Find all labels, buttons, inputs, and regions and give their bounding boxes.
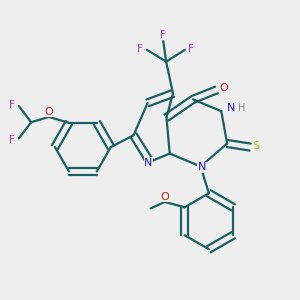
Text: F: F [137,44,143,54]
Text: O: O [219,82,228,93]
Text: F: F [9,100,15,110]
Text: F: F [9,135,15,145]
Text: F: F [188,44,194,54]
Text: S: S [252,142,260,152]
Text: N: N [198,162,206,172]
Text: O: O [160,192,169,202]
Text: N: N [226,103,235,113]
Text: N: N [144,158,153,168]
Text: O: O [44,106,53,117]
Text: F: F [160,30,166,40]
Text: H: H [238,103,246,113]
